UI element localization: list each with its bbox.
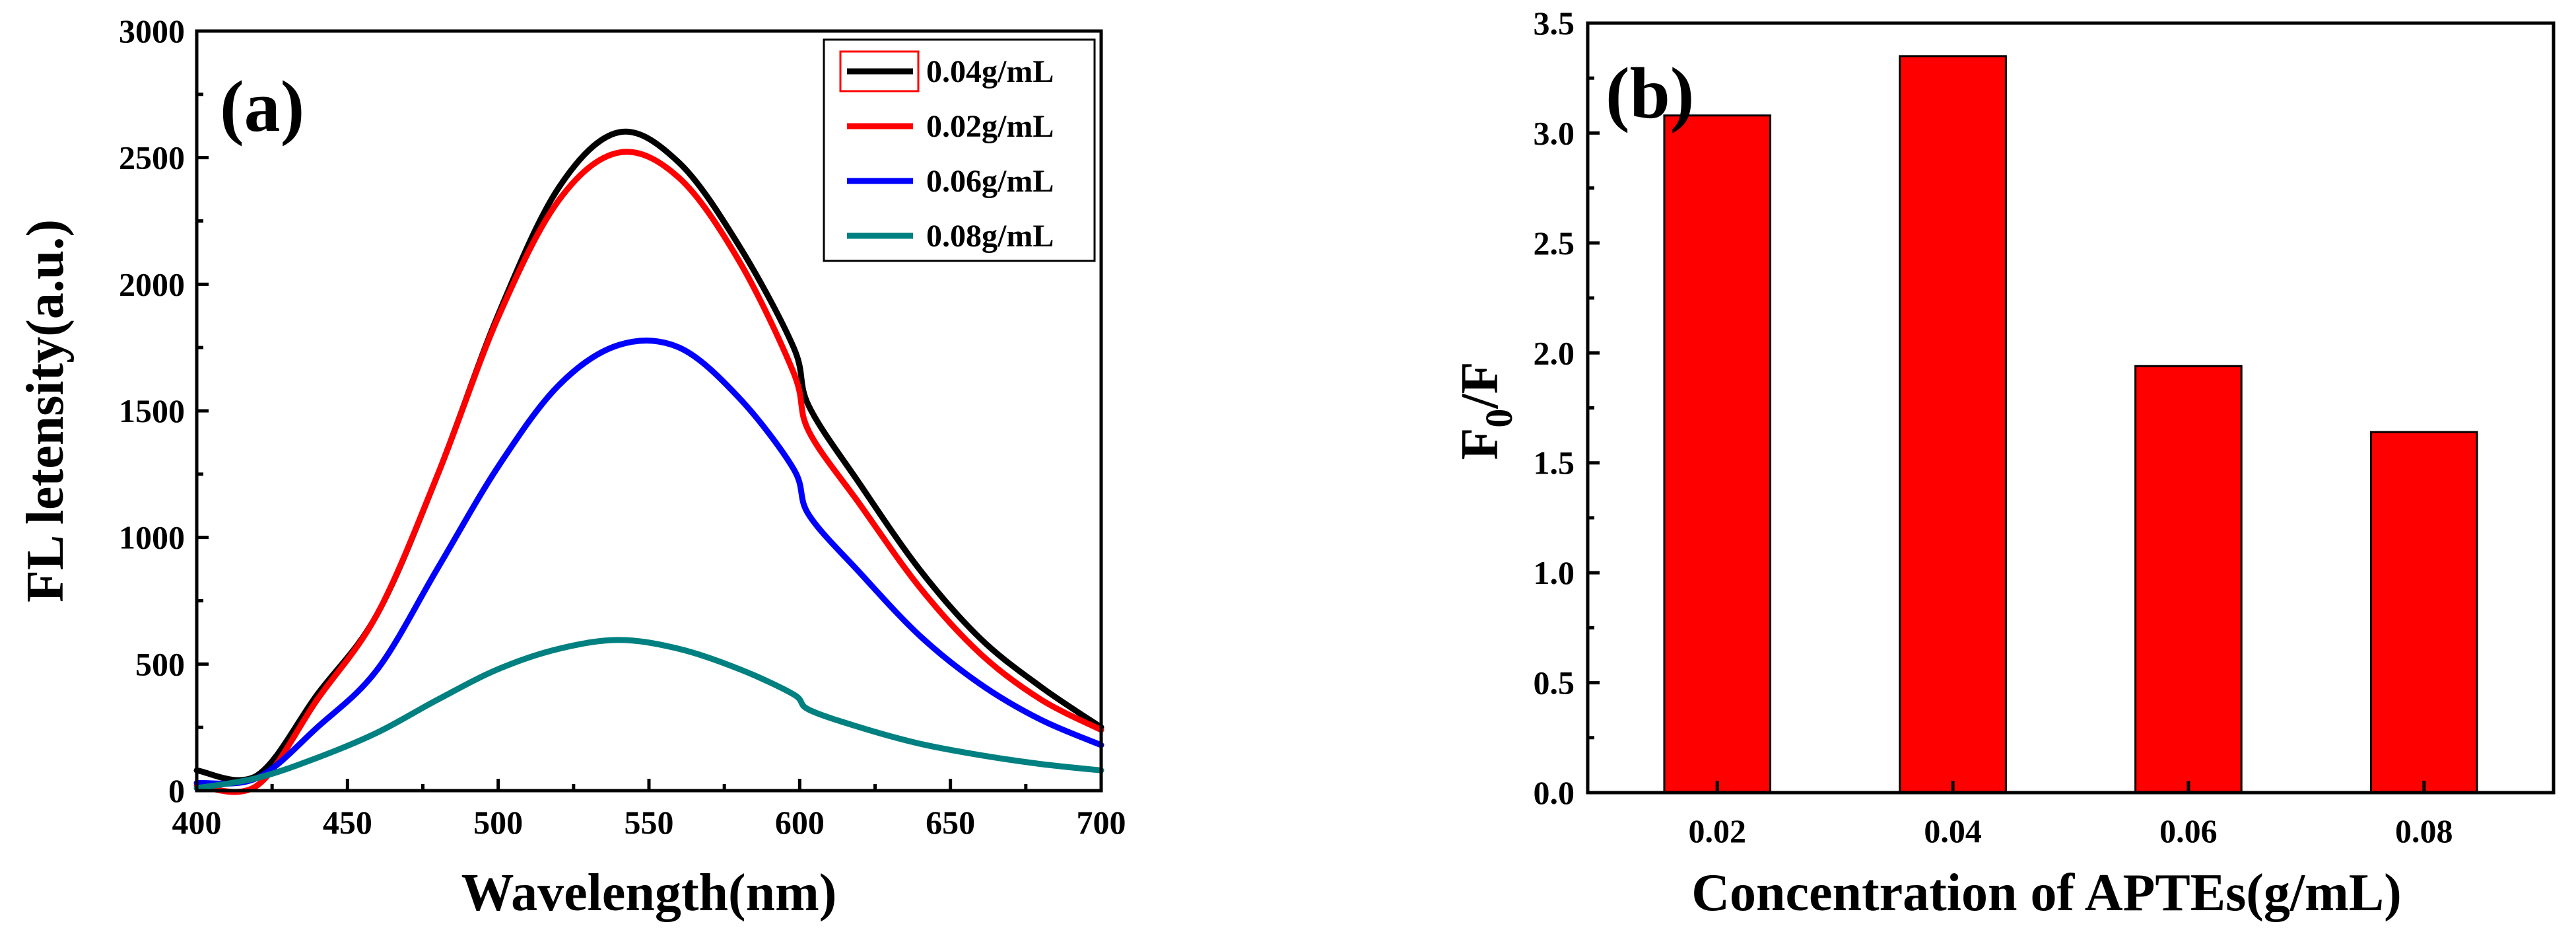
panel-b-x-tick-label: 0.04	[1924, 812, 1982, 849]
panel-a-x-tick-label: 550	[625, 804, 674, 841]
legend-box	[823, 38, 1096, 262]
panel-a-x-tick-label: 450	[323, 804, 372, 841]
panel-a-x-tick-label: 500	[473, 804, 523, 841]
panel-b-bars-group	[1663, 55, 2478, 794]
series-line-0.08g/mL	[193, 637, 1104, 791]
series-line-0.02g/mL	[193, 149, 1104, 795]
panel-a-x-tick-label: 700	[1077, 804, 1126, 841]
panel-a-y-tick-label: 1500	[119, 392, 185, 429]
panel-a-x-axis-label: Wavelength(nm)	[461, 864, 837, 922]
panel-b-y-tick-label: 0.5	[1534, 664, 1575, 701]
series-line-0.06g/mL	[193, 338, 1104, 787]
panel-a-line-chart: 400 450 500 550 600 650 700 0 500 1000 1500 2000 250…	[17, 13, 1126, 922]
legend-label: 0.04g/mL	[926, 54, 1054, 89]
panel-a-y-tick-label: 500	[135, 645, 185, 682]
panel-b-y-tick-label: 0.0	[1534, 774, 1575, 811]
panel-b-y-axis-label: F0/F	[1451, 362, 1520, 460]
panel-b-y-label-sub: 0	[1477, 409, 1520, 428]
legend-label: 0.08g/mL	[926, 219, 1054, 254]
panel-a-y-axis-label: FL letensity(a.u.)	[17, 219, 75, 602]
panel-b-y-tick-label: 2.5	[1534, 225, 1575, 262]
bar-0.08	[2369, 431, 2478, 794]
bar-0.06	[2134, 365, 2243, 794]
panel-b-x-axis-label: Concentration of APTEs(g/mL)	[1691, 864, 2402, 922]
bar-0.04	[1899, 55, 2007, 794]
legend-label: 0.06g/mL	[926, 164, 1054, 199]
legend-label: 0.02g/mL	[926, 109, 1054, 144]
legend-highlight-box	[839, 50, 920, 92]
panel-a-y-tick-label: 2500	[119, 139, 185, 176]
panel-a-series-group	[193, 128, 1104, 795]
panel-b-y-tick-label: 3.5	[1534, 5, 1575, 42]
panel-a-x-tick-label: 400	[172, 804, 222, 841]
panel-b-y-tick-label: 3.0	[1534, 114, 1575, 151]
panel-b-x-tick-label: 0.06	[2159, 812, 2218, 849]
panel-b-label: (b)	[1606, 53, 1694, 133]
panel-b-y-tick-label: 1.0	[1534, 554, 1575, 591]
panel-a-y-tick-label: 3000	[119, 13, 185, 50]
panel-b-x-tick-label: 0.02	[1689, 812, 1747, 849]
panel-a-x-tick-label: 600	[775, 804, 825, 841]
panel-b-x-tick-label: 0.08	[2395, 812, 2453, 849]
panel-a-y-tick-label: 1000	[119, 519, 185, 556]
panel-b-y-tick-label: 1.5	[1534, 445, 1575, 482]
panel-a-y-tick-label: 0	[168, 772, 185, 809]
panel-b-y-label-main: F	[1451, 428, 1509, 460]
panel-b-bar-chart: 0.0 0.5 1.0 1.5 2.0 2.5 3.0 3.5 0.02 0.04 0.06 0.08…	[1451, 5, 2556, 922]
panel-a-label: (a)	[220, 66, 304, 147]
panel-b-y-label-tail: /F	[1451, 362, 1509, 410]
panel-a-y-tick-label: 2000	[119, 266, 185, 303]
panel-a-x-tick-label: 650	[926, 804, 975, 841]
panel-b-y-tick-label: 2.0	[1534, 334, 1575, 371]
bar-0.02	[1663, 114, 1772, 794]
panel-a-legend: 0.04g/mL 0.02g/mL 0.06g/mL 0.08g/mL	[823, 38, 1096, 262]
